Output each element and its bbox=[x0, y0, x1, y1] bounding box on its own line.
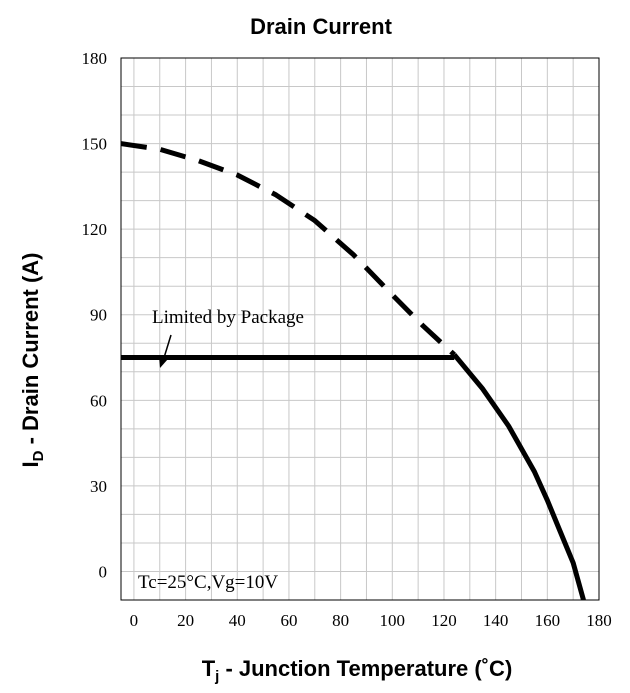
x-tick-label: 140 bbox=[483, 611, 509, 630]
x-tick-label: 0 bbox=[130, 611, 139, 630]
y-tick-label: 150 bbox=[82, 135, 108, 154]
y-tick-label: 30 bbox=[90, 477, 107, 496]
x-tick-label: 60 bbox=[280, 611, 297, 630]
x-tick-label: 20 bbox=[177, 611, 194, 630]
x-tick-label: 100 bbox=[380, 611, 406, 630]
x-axis-label: Tj - Junction Temperature (˚C) bbox=[202, 656, 513, 685]
x-tick-label: 80 bbox=[332, 611, 349, 630]
x-tick-label: 180 bbox=[586, 611, 612, 630]
x-tick-label: 120 bbox=[431, 611, 457, 630]
plot-frame bbox=[120, 57, 600, 601]
y-tick-label: 180 bbox=[82, 49, 108, 68]
tick-labels: 0 20 40 60 80 100 120 140 160 180 0 30 60 90 120 150 180 bbox=[82, 49, 612, 630]
y-tick-label: 60 bbox=[90, 391, 107, 410]
dashed-curve-series bbox=[121, 141, 456, 357]
package-limit-annotation: Limited by Package bbox=[152, 307, 304, 328]
grid bbox=[121, 58, 599, 600]
y-axis-label: ID - Drain Current (A) bbox=[18, 253, 47, 468]
chart-title: Drain Current bbox=[250, 14, 392, 39]
x-tick-label: 160 bbox=[535, 611, 561, 630]
y-tick-label: 120 bbox=[82, 220, 108, 239]
y-tick-label: 90 bbox=[90, 306, 107, 325]
solid-curve-series-2 bbox=[452, 353, 586, 600]
x-tick-label: 40 bbox=[229, 611, 246, 630]
data-lines bbox=[121, 141, 586, 600]
test-conditions-annotation: Tc=25°C,Vg=10V bbox=[138, 572, 278, 593]
annotation-arrow bbox=[159, 334, 172, 368]
y-tick-label: 0 bbox=[99, 562, 108, 581]
